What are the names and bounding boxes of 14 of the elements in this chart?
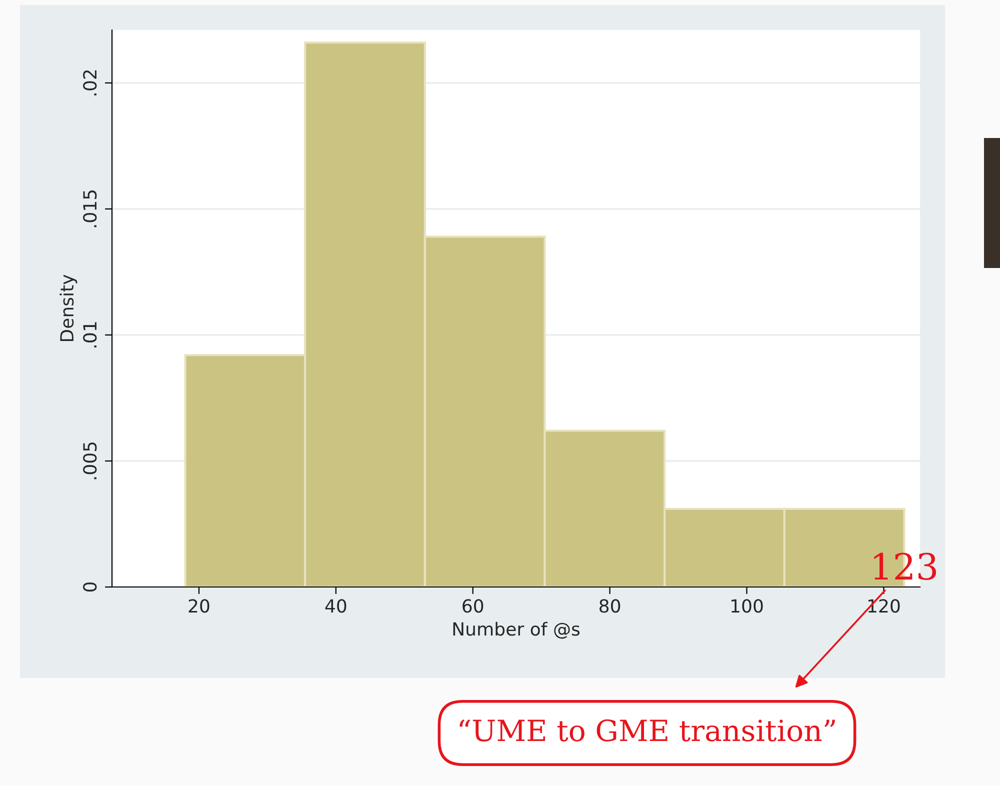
- y-tick-label: .02: [83, 70, 97, 96]
- x-tick-label: 60: [462, 599, 484, 613]
- x-tick-label: 20: [188, 599, 210, 613]
- x-axis-title: Number of @s: [453, 622, 580, 639]
- x-tick-label: 80: [600, 599, 620, 613]
- text: “UME to GME transition”: [460, 719, 835, 742]
- annotation: 123: [874, 552, 936, 580]
- x-tick-label: 100: [732, 599, 763, 613]
- x-tick-label: 40: [325, 599, 346, 613]
- y-tick-label: .015: [83, 190, 97, 228]
- y-tick-label: 0: [83, 582, 97, 592]
- y-tick-label: .01: [83, 322, 97, 348]
- y-tick-label: .005: [83, 442, 97, 480]
- y-axis-title: Density: [60, 274, 78, 342]
